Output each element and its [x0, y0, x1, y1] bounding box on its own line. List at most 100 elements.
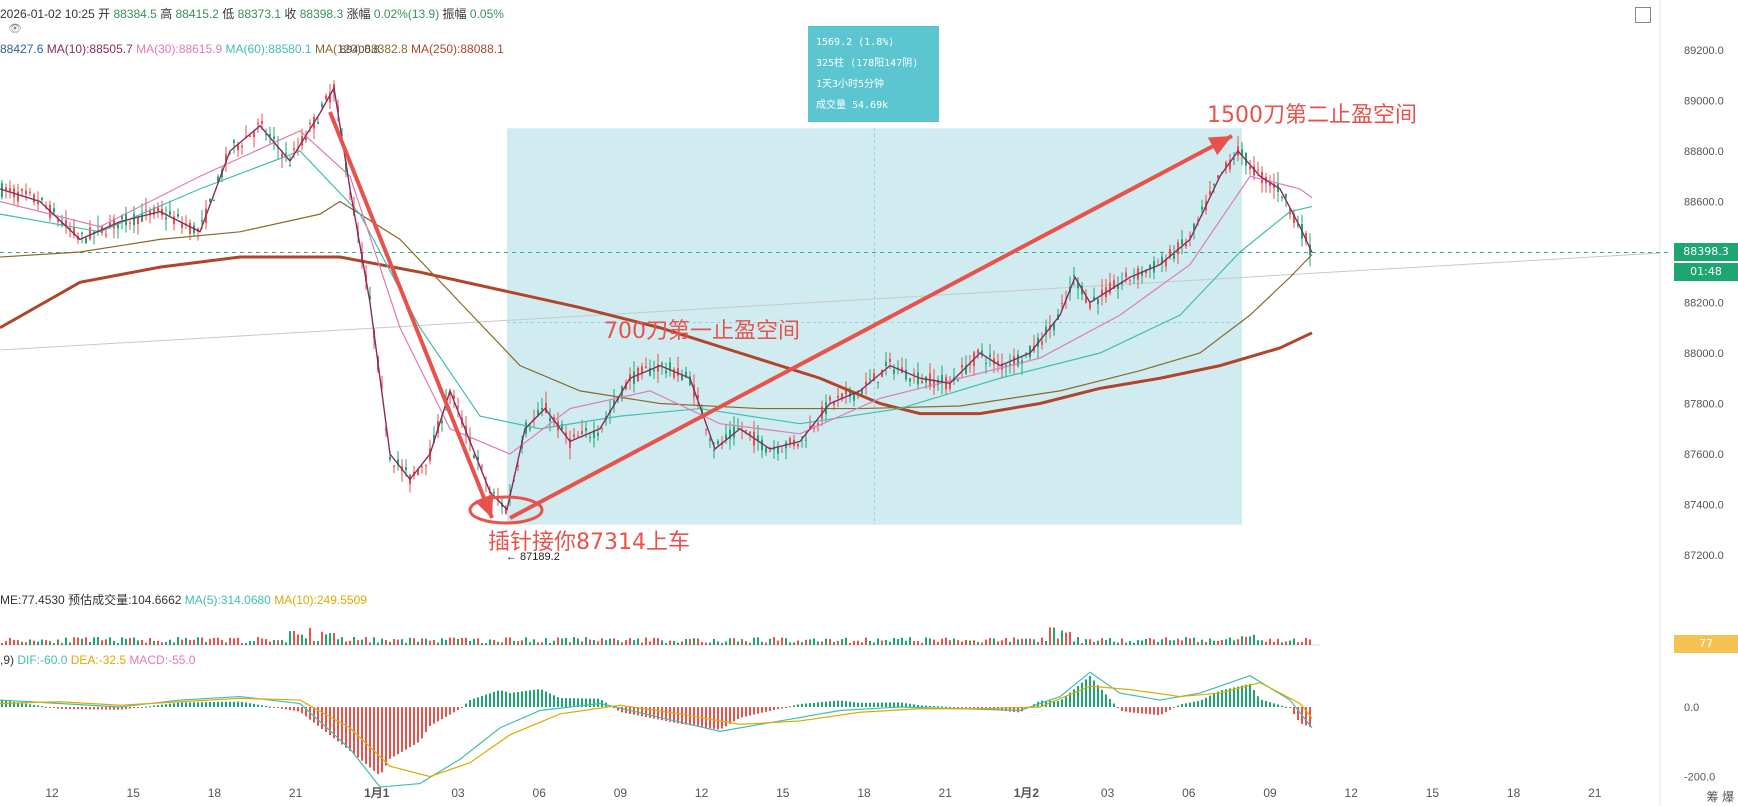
- volume-bar: [1297, 642, 1299, 645]
- macd-bar: [965, 707, 967, 708]
- candle-body: [777, 447, 779, 454]
- volume-bar: [1193, 637, 1195, 645]
- volume-bar: [985, 639, 987, 645]
- macd-bar: [861, 702, 863, 707]
- macd-bar: [501, 690, 503, 707]
- volume-bar: [1033, 639, 1035, 645]
- macd-bar: [613, 707, 615, 708]
- macd-bar: [829, 701, 831, 707]
- volume-bar: [953, 638, 955, 645]
- volume-bar: [1145, 639, 1147, 645]
- macd-bar: [897, 702, 899, 707]
- macd-bar: [753, 707, 755, 715]
- macd-bar: [929, 705, 931, 707]
- macd-bar: [525, 690, 527, 707]
- candle-body: [533, 418, 535, 420]
- macd-bar: [1053, 700, 1055, 707]
- volume-bar: [709, 642, 711, 645]
- volume-bar: [369, 642, 371, 645]
- volume-bar: [13, 639, 15, 645]
- macd-bar: [1181, 704, 1183, 707]
- macd-bar: [701, 707, 703, 728]
- volume-bar: [585, 637, 587, 645]
- macd-bar: [977, 707, 979, 709]
- candle-body: [869, 378, 871, 380]
- volume-bar: [69, 642, 71, 645]
- y-tick-label: 88200.0: [1684, 298, 1724, 310]
- volume-bar: [1253, 634, 1255, 645]
- candle-body: [1241, 149, 1243, 156]
- volume-bar: [277, 640, 279, 645]
- candle-body: [581, 430, 583, 435]
- macd-bar: [245, 702, 247, 707]
- candle-body: [1089, 303, 1091, 309]
- macd-bar: [277, 707, 279, 708]
- fullscreen-icon[interactable]: [1635, 7, 1651, 23]
- macd-bar: [665, 707, 667, 722]
- macd-bar: [653, 707, 655, 719]
- macd-bar: [1289, 707, 1291, 709]
- macd-bar: [201, 702, 203, 707]
- volume-bar: [485, 642, 487, 645]
- candle-body: [1093, 296, 1095, 299]
- volume-bar: [281, 640, 283, 645]
- candle-body: [921, 380, 923, 384]
- candle-body: [849, 391, 851, 397]
- macd-bar: [1189, 702, 1191, 707]
- candle-body: [269, 134, 271, 137]
- volume-bar: [249, 641, 251, 645]
- macd-bar: [745, 707, 747, 717]
- countdown-tag: 01:48: [1674, 263, 1738, 281]
- candle-body: [37, 201, 39, 204]
- macd-bar: [757, 707, 759, 714]
- volume-bar: [1085, 639, 1087, 645]
- macd-bar: [741, 707, 743, 718]
- volume-bar: [905, 640, 907, 645]
- volume-bar: [201, 637, 203, 645]
- volume-bar: [749, 642, 751, 645]
- candle-body: [937, 379, 939, 385]
- eye-icon[interactable]: 👁: [8, 23, 22, 35]
- macd-bar: [1245, 684, 1247, 707]
- volume-bar: [421, 638, 423, 645]
- entry-circle: [468, 495, 544, 525]
- macd-bar: [1153, 707, 1155, 715]
- volume-bar: [897, 638, 899, 645]
- candle-body: [769, 450, 771, 452]
- macd-bar: [853, 702, 855, 707]
- candle-body: [61, 221, 63, 225]
- x-tick-label: 03: [451, 786, 465, 800]
- macd-bar: [313, 707, 315, 723]
- volume-bar: [1229, 637, 1231, 645]
- candle-body: [749, 431, 751, 435]
- candle-body: [1189, 235, 1191, 238]
- volume-bar: [817, 641, 819, 645]
- candle-body: [249, 135, 251, 137]
- candle-body: [681, 375, 683, 381]
- volume-tag: 77: [1674, 635, 1738, 653]
- macd-bar: [65, 707, 67, 710]
- corner-labels[interactable]: 筹 爆: [1706, 790, 1734, 804]
- volume-bar: [469, 641, 471, 645]
- macd-bar: [425, 707, 427, 733]
- candle-body: [889, 358, 891, 363]
- macd-bar: [837, 700, 839, 707]
- volume-bar: [57, 639, 59, 645]
- candle-body: [1309, 244, 1311, 256]
- x-tick-label: 06: [1182, 786, 1196, 800]
- candle-body: [537, 410, 539, 416]
- volume-bar: [981, 642, 983, 645]
- arrow-up-head: [1207, 136, 1232, 156]
- volume-bar: [261, 638, 263, 645]
- volume-bar: [441, 638, 443, 645]
- macd-bar: [229, 701, 231, 707]
- volume-bar: [417, 641, 419, 645]
- macd-bar: [69, 707, 71, 710]
- volume-bar: [169, 639, 171, 645]
- volume-bar: [229, 637, 231, 645]
- macd-bar: [173, 703, 175, 707]
- macd-bar: [1257, 696, 1259, 707]
- candle-body: [977, 349, 979, 354]
- volume-bar: [1205, 642, 1207, 645]
